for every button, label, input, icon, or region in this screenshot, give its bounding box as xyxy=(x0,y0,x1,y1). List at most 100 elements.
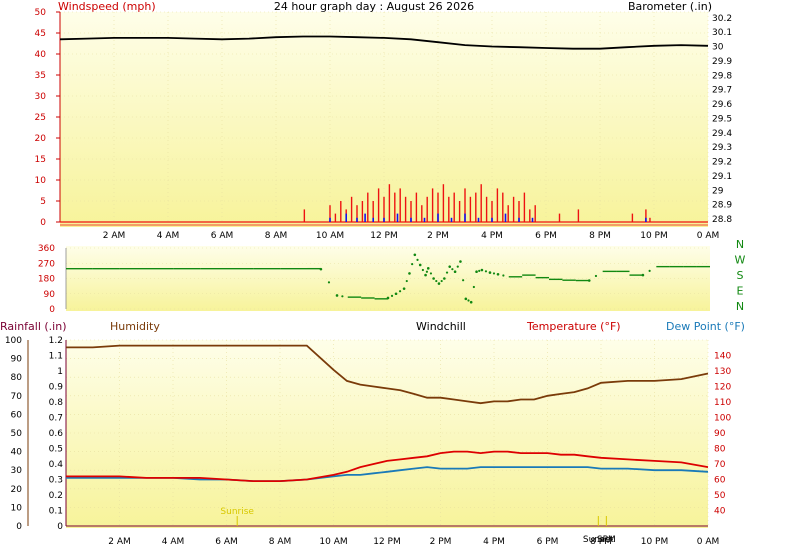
wind-direction-point xyxy=(451,268,454,271)
barometer-tick-label: 29.8 xyxy=(712,71,732,81)
rainfall-tick-label: 1.2 xyxy=(49,336,63,346)
temperature-tick-label: 90 xyxy=(714,429,726,439)
wind-direction-point xyxy=(429,272,433,275)
wind-direction-point xyxy=(411,262,414,266)
x-tick-label: 10 PM xyxy=(640,231,668,241)
rainfall-tick-label: 0.5 xyxy=(49,445,63,455)
wind-direction-point xyxy=(424,273,427,277)
wind-direction-point xyxy=(394,292,398,296)
barometer-tick-label: 29.1 xyxy=(712,172,732,182)
humidity-tick-label: 100 xyxy=(5,336,22,346)
humidity-tick-label: 20 xyxy=(11,485,23,495)
x-tick-label: 0 AM xyxy=(697,231,720,241)
rainfall-tick-label: 0.8 xyxy=(49,398,64,408)
x-tick-label: 4 PM xyxy=(483,537,505,547)
wind-direction-point xyxy=(594,274,598,278)
wind-direction-point xyxy=(648,269,651,272)
windspeed-tick-label: 35 xyxy=(35,71,46,81)
wind-direction-point xyxy=(472,285,475,289)
wind-direction-point xyxy=(641,273,645,277)
wind-direction-point xyxy=(335,294,339,297)
rainfall-tick-label: 0.4 xyxy=(49,460,64,470)
barometer-tick-label: 29 xyxy=(712,186,724,196)
temperature-tick-label: 60 xyxy=(714,476,726,486)
compass-label: S xyxy=(737,269,744,282)
x-tick-label: 12 PM xyxy=(373,537,401,547)
temperature-tick-label: 80 xyxy=(714,445,726,455)
x-tick-label: 6 AM xyxy=(211,231,234,241)
barometer-line xyxy=(59,35,709,50)
sun-marker-label: Sunset xyxy=(583,535,614,545)
x-tick-label: 6 AM xyxy=(215,537,238,547)
wind-direction-point xyxy=(478,269,481,272)
x-tick-label: 2 PM xyxy=(427,231,449,241)
humidity-tick-label: 70 xyxy=(11,392,23,402)
x-tick-label: 2 AM xyxy=(108,537,131,547)
x-tick-label: 2 AM xyxy=(103,231,126,241)
wind-direction-point xyxy=(480,268,484,272)
windspeed-tick-label: 0 xyxy=(40,218,46,228)
x-tick-label: 4 PM xyxy=(481,231,503,241)
wind-direction-point xyxy=(484,270,488,273)
x-tick-label: 8 PM xyxy=(590,537,612,547)
temperature-axis-label: Temperature (°F) xyxy=(526,320,621,333)
barometer-tick-label: 30 xyxy=(712,43,724,53)
wind-direction-point xyxy=(437,282,441,285)
wind-direction-point xyxy=(425,270,429,273)
direction-tick-label: 90 xyxy=(44,290,56,300)
windspeed-tick-label: 25 xyxy=(35,113,46,123)
x-tick-label: 0 AM xyxy=(697,537,720,547)
barometer-tick-label: 28.9 xyxy=(712,201,732,211)
x-tick-label: 6 PM xyxy=(535,231,557,241)
compass-label: N xyxy=(736,300,744,313)
rainfall-tick-label: 0.1 xyxy=(49,507,63,517)
rainfall-tick-label: 0 xyxy=(57,522,63,532)
humidity-tick-label: 90 xyxy=(11,355,23,365)
rainfall-tick-label: 0.6 xyxy=(49,429,64,439)
compass-label: N xyxy=(736,238,744,251)
wind-direction-point xyxy=(440,279,443,283)
humidity-line xyxy=(66,344,709,405)
direction-tick-label: 270 xyxy=(38,259,55,269)
humidity-tick-label: 50 xyxy=(11,429,23,439)
direction-tick-label: 0 xyxy=(49,305,55,315)
temperature-humidity-chart: 0 10 20 30 40 50 60 70 80 90 100 0 0.1 0.2 0.3 0.4 0.5 0.… xyxy=(5,336,732,547)
temperature-tick-label: 120 xyxy=(714,383,731,393)
wind-barometer-chart: 0 5 10 15 20 25 30 35 40 45 50 28.8 28.9 29 29.1 29.2 29… xyxy=(35,8,733,241)
compass-label: E xyxy=(737,285,744,298)
windspeed-axis-label: Windspeed (mph) xyxy=(58,0,156,13)
x-tick-label: 10 AM xyxy=(316,231,344,241)
windspeed-tick-label: 40 xyxy=(35,50,47,60)
wind-direction-point xyxy=(462,279,465,282)
barometer-tick-label: 30.1 xyxy=(712,28,732,38)
barometer-tick-label: 30.2 xyxy=(712,14,732,24)
temperature-line xyxy=(66,450,709,483)
wind-direction-point xyxy=(341,295,344,298)
barometer-tick-label: 29.4 xyxy=(712,129,732,139)
barometer-tick-label: 29.5 xyxy=(712,114,732,124)
wind-direction-point xyxy=(475,270,478,274)
temperature-tick-label: 100 xyxy=(714,414,731,424)
wind-direction-point xyxy=(319,267,323,271)
temperature-tick-label: 130 xyxy=(714,367,731,377)
humidity-tick-label: 60 xyxy=(11,410,23,420)
wind-direction-point xyxy=(421,268,424,272)
rainfall-tick-label: 1 xyxy=(57,367,63,377)
rainfall-tick-label: 0.9 xyxy=(49,383,64,393)
wind-direction-point xyxy=(587,279,591,282)
humidity-tick-label: 0 xyxy=(16,522,22,532)
rainfall-tick-label: 0.2 xyxy=(49,491,63,501)
wind-direction-point xyxy=(432,277,435,280)
wind-direction-point xyxy=(405,279,408,283)
humidity-tick-label: 40 xyxy=(11,448,23,458)
rainfall-axis-label: Rainfall (.in) xyxy=(0,320,67,333)
wind-direction-point xyxy=(502,274,505,277)
compass-label: W xyxy=(735,254,746,267)
windspeed-tick-label: 30 xyxy=(35,92,47,102)
wind-direction-point xyxy=(459,260,462,263)
wind-direction-point xyxy=(467,299,470,302)
wind-direction-point xyxy=(488,271,492,274)
rainfall-tick-label: 0.7 xyxy=(49,414,63,424)
windspeed-tick-label: 15 xyxy=(35,155,46,165)
